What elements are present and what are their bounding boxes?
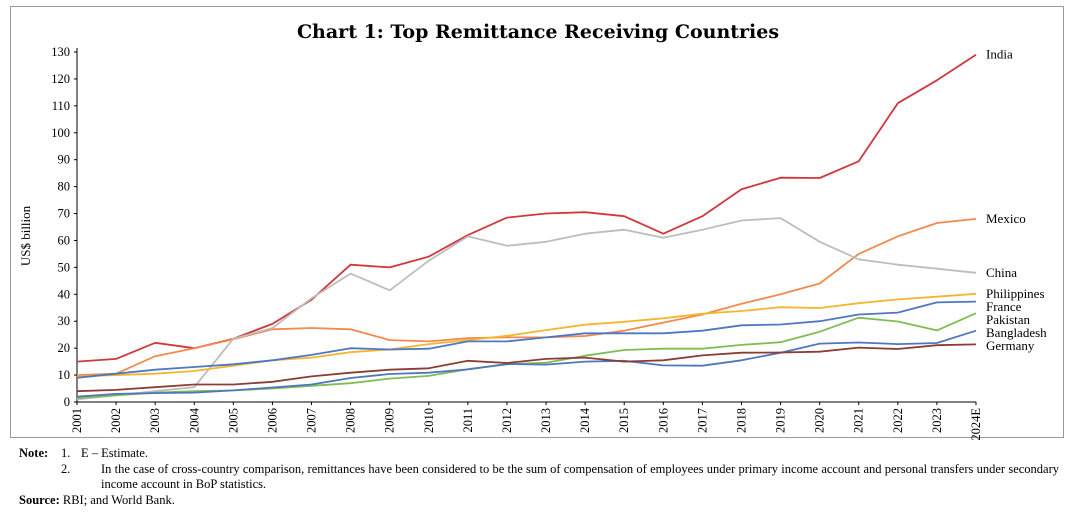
x-tick-label: 2008 xyxy=(344,408,358,433)
note-label: Note: xyxy=(19,446,49,460)
y-tick-label: 30 xyxy=(58,314,71,328)
series-line-china xyxy=(76,217,977,401)
chart-title: Chart 1: Top Remittance Receiving Countr… xyxy=(297,21,779,43)
axes xyxy=(76,48,976,403)
y-tick-label: 80 xyxy=(58,180,71,194)
y-tick-label: 70 xyxy=(58,207,71,221)
series-line-bangladesh xyxy=(76,329,977,398)
x-tick-label: 2022 xyxy=(891,408,905,433)
x-tick-label: 2011 xyxy=(461,408,475,433)
x-tick-label: 2004 xyxy=(187,407,201,433)
y-tick-label: 90 xyxy=(58,153,71,167)
x-tick-label: 2021 xyxy=(852,408,866,433)
y-axis: 0 10 20 30 40 50 60 70 80 90 100 110 120 130 xyxy=(51,45,77,409)
y-tick-label: 0 xyxy=(64,395,70,409)
y-tick-label: 110 xyxy=(52,99,70,113)
y-tick-label: 130 xyxy=(51,45,70,59)
y-tick-label: 60 xyxy=(58,233,71,247)
x-tick-label: 2015 xyxy=(617,408,631,433)
x-tick-label: 2001 xyxy=(70,408,84,433)
y-tick-label: 40 xyxy=(58,287,71,301)
x-tick-label: 2014 xyxy=(578,407,592,433)
note-number: 1. xyxy=(61,446,71,460)
series-label-pakistan: Pakistan xyxy=(986,312,1031,327)
series-label-bangladesh: Bangladesh xyxy=(986,325,1047,340)
x-tick-label: 2005 xyxy=(226,408,240,433)
series-line-germany xyxy=(76,343,977,393)
line-chart: Chart 1: Top Remittance Receiving Countr… xyxy=(18,21,1047,440)
x-tick-label: 2003 xyxy=(148,408,162,433)
source-label: Source: xyxy=(19,492,60,507)
series-label-mexico: Mexico xyxy=(986,211,1026,226)
series-lines xyxy=(76,53,977,401)
series-line-india xyxy=(76,53,977,363)
series-label-philippines: Philippines xyxy=(986,286,1045,301)
note-number: 2. xyxy=(61,461,71,476)
x-tick-label: 2013 xyxy=(539,408,553,433)
x-tick-label: 2020 xyxy=(813,408,827,433)
y-tick-label: 20 xyxy=(58,341,71,355)
y-tick-label: 10 xyxy=(58,368,71,382)
x-tick-label: 2018 xyxy=(734,408,748,433)
x-tick-label: 2006 xyxy=(265,408,279,433)
notes-block: Note: 1. E – Estimate. 2. In the case of cr… xyxy=(19,446,1059,508)
y-tick-label: 50 xyxy=(58,260,71,274)
x-tick-label: 2010 xyxy=(422,408,436,433)
y-tick-label: 120 xyxy=(51,72,70,86)
y-axis-label: US$ billion xyxy=(18,205,33,266)
note-text: In the case of cross-country comparison,… xyxy=(101,461,1059,492)
x-tick-label: 2017 xyxy=(695,408,709,433)
x-tick-label: 2016 xyxy=(656,408,670,433)
series-line-philippines xyxy=(76,292,977,378)
x-tick-label: 2024E xyxy=(969,408,983,440)
series-label-germany: Germany xyxy=(986,338,1035,353)
x-tick-label: 2007 xyxy=(305,408,319,433)
x-axis: 2001 2002 2003 2004 2005 2006 2007 2008 2009 2010… xyxy=(70,402,983,440)
note-item-1: Note: 1. E – Estimate. xyxy=(19,446,1059,462)
x-tick-label: 2023 xyxy=(930,408,944,433)
x-tick-label: 2009 xyxy=(383,408,397,433)
chart-frame xyxy=(10,6,1064,438)
series-line-mexico xyxy=(76,218,977,376)
x-tick-label: 2019 xyxy=(774,408,788,433)
series-label-china: China xyxy=(986,265,1017,280)
source-text: RBI; and World Bank. xyxy=(62,492,175,507)
source-line: Source: RBI; and World Bank. xyxy=(19,493,1059,509)
series-line-france xyxy=(76,300,977,379)
note-text: E – Estimate. xyxy=(81,446,148,460)
series-label-india: India xyxy=(986,47,1013,62)
x-tick-label: 2012 xyxy=(500,408,514,433)
series-label-france: France xyxy=(986,299,1022,314)
x-tick-label: 2002 xyxy=(109,408,123,433)
note-item-2: 2. In the case of cross-country compariso… xyxy=(19,462,1059,493)
y-tick-label: 100 xyxy=(51,126,70,140)
series-labels: India Mexico China PhilippinesFrancePakista… xyxy=(986,47,1047,353)
